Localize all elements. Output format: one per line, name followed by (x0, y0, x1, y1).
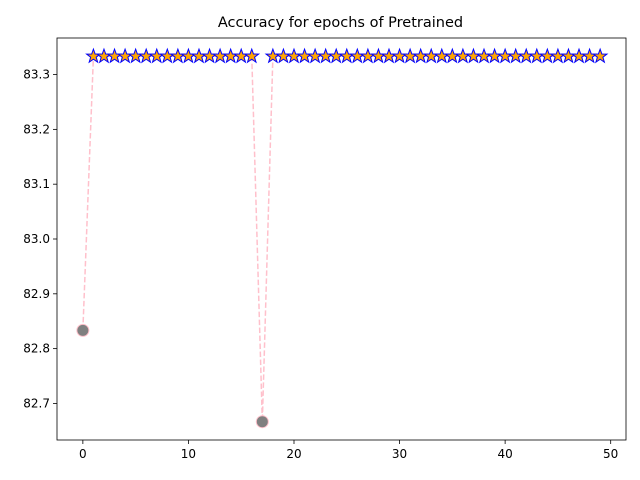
data-point-circle (255, 415, 269, 429)
data-point-star (169, 47, 187, 64)
data-point-star (517, 47, 535, 64)
data-point-star (507, 47, 524, 64)
data-point-star (211, 47, 229, 64)
data-point-star (317, 47, 334, 64)
axes-frame (56, 37, 627, 441)
data-point-star (106, 47, 123, 64)
data-point-star (422, 47, 440, 64)
data-point-star (116, 47, 134, 64)
data-point-star (570, 47, 588, 64)
x-tick-label: 40 (497, 447, 512, 461)
data-point-star (306, 47, 324, 64)
data-point-star (127, 47, 144, 64)
data-point-star (560, 47, 577, 64)
data-point-star (95, 47, 113, 64)
data-point-star (496, 47, 514, 64)
series-line (82, 55, 601, 422)
data-point-star (275, 47, 292, 64)
y-tick-label: 83.3 (23, 68, 50, 82)
data-point-star (465, 47, 482, 64)
data-point-star (159, 47, 176, 64)
data-point-circle (76, 323, 90, 337)
data-point-star (85, 47, 102, 64)
data-point-star (444, 47, 461, 64)
data-point-star (486, 47, 503, 64)
data-point-star (349, 47, 366, 64)
data-point-star (581, 47, 598, 64)
x-tick-label: 10 (181, 447, 196, 461)
y-tick-label: 82.8 (23, 342, 50, 356)
data-point-star (148, 47, 166, 64)
x-tick-label: 20 (286, 447, 301, 461)
data-point-star (264, 47, 282, 64)
data-point-star (591, 47, 609, 64)
data-point-star (370, 47, 387, 64)
data-point-star (412, 47, 429, 64)
data-point-star (338, 47, 356, 64)
data-point-star (549, 47, 567, 64)
data-point-star (528, 47, 546, 64)
data-point-star (433, 47, 451, 64)
data-point-star (327, 47, 345, 64)
data-point-star (232, 47, 250, 64)
y-tick-label: 83.2 (23, 122, 50, 136)
chart-title: Accuracy for epochs of Pretrained (218, 15, 463, 31)
data-point-star (380, 47, 398, 64)
y-tick-label: 82.7 (23, 396, 50, 410)
data-point-star (475, 47, 493, 64)
data-point-star (243, 47, 261, 64)
y-tick-label: 83.0 (23, 232, 50, 246)
data-point-star (454, 47, 472, 64)
data-point-star (222, 47, 239, 64)
data-point-star (401, 47, 419, 64)
y-tick-label: 82.9 (23, 287, 50, 301)
data-point-star (137, 47, 155, 64)
data-point-star (190, 47, 208, 64)
data-point-star (285, 47, 303, 64)
y-tick-label: 83.1 (23, 177, 50, 191)
data-point-star (391, 47, 408, 64)
data-point-star (296, 47, 313, 64)
data-point-star (359, 47, 377, 64)
x-tick-label: 50 (603, 447, 618, 461)
data-point-star (539, 47, 556, 64)
x-tick-label: 30 (392, 447, 407, 461)
data-point-star (180, 47, 197, 64)
data-point-star (201, 47, 218, 64)
x-tick-label: 0 (79, 447, 87, 461)
plot-area: 0 10 20 30 40 50 82.7 82.8 82.9 83.0 83.1 83.2 83.3 (23, 37, 627, 461)
